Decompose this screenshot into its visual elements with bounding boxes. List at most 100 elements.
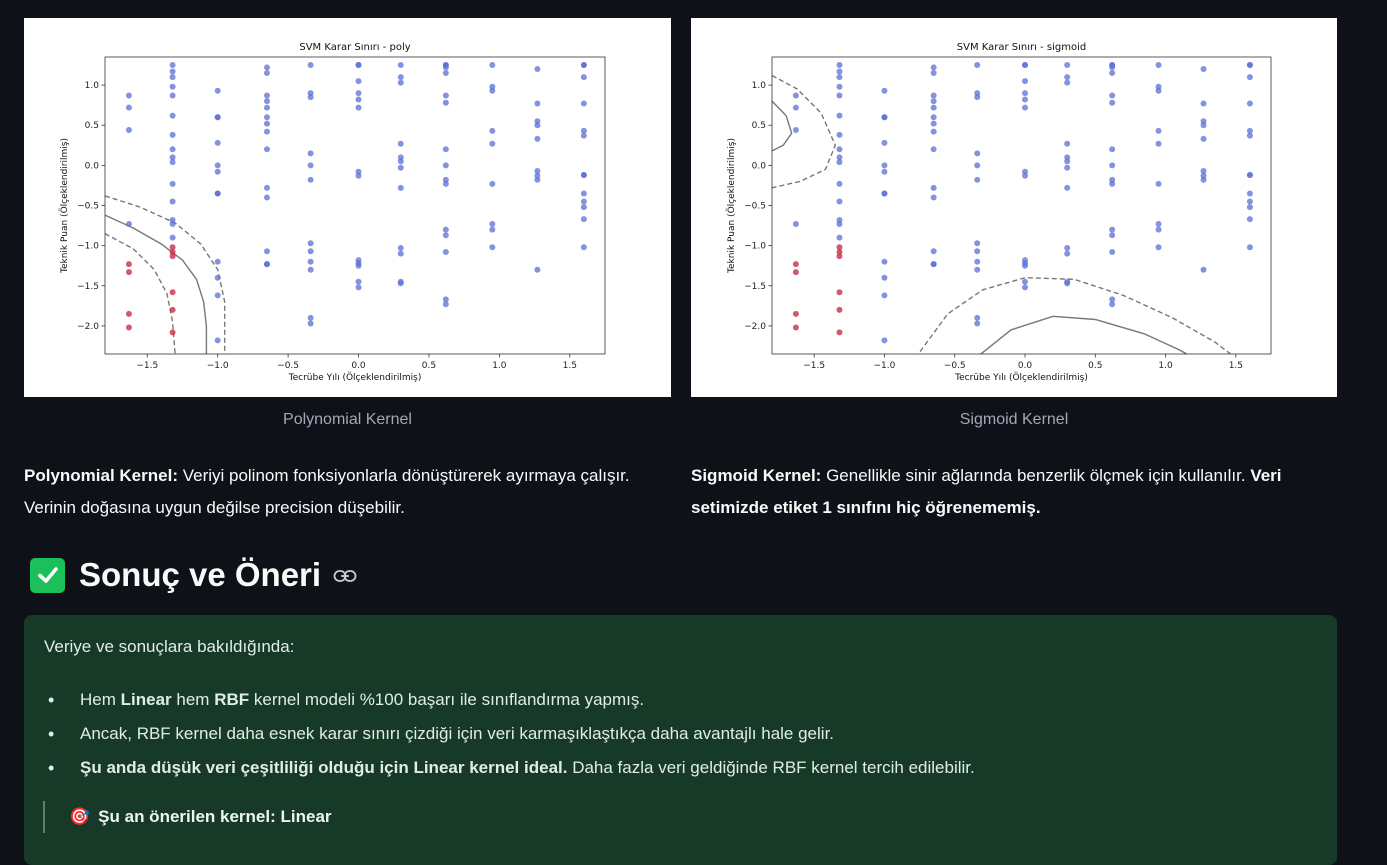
data-point-class-0 <box>881 258 888 265</box>
list-item-text: Ancak, RBF kernel daha esnek karar sınır… <box>80 724 835 743</box>
data-point-class-1 <box>836 306 843 313</box>
x-tick-label: −1.0 <box>207 361 229 371</box>
data-point-class-0 <box>1109 146 1116 153</box>
data-point-class-0 <box>263 128 270 135</box>
data-point-class-0 <box>1155 180 1162 187</box>
data-point-class-0 <box>125 220 132 227</box>
data-point-class-0 <box>214 337 221 344</box>
data-point-class-0 <box>397 158 404 165</box>
data-point-class-0 <box>836 159 843 166</box>
data-point-class-0 <box>1109 70 1116 77</box>
y-tick-label: 0.5 <box>752 121 766 131</box>
data-point-class-0 <box>1022 62 1029 69</box>
data-point-class-1 <box>792 261 799 268</box>
list-item-bold: Şu anda düşük veri çeşitliliği olduğu iç… <box>80 758 568 777</box>
list-item-bold: Linear <box>120 690 172 709</box>
data-point-class-0 <box>263 146 270 153</box>
data-point-class-0 <box>881 87 888 94</box>
list-item-text: kernel modeli %100 başarı ile sınıflandı… <box>249 690 645 709</box>
data-point-class-0 <box>307 62 314 69</box>
data-point-class-0 <box>169 92 176 99</box>
data-point-class-0 <box>263 104 270 111</box>
data-point-class-0 <box>1246 198 1253 205</box>
data-point-class-0 <box>263 194 270 201</box>
poly-description-bold: Polynomial Kernel: <box>24 466 178 485</box>
data-point-class-0 <box>442 64 449 71</box>
data-point-class-0 <box>307 266 314 273</box>
data-point-class-0 <box>1109 232 1116 239</box>
data-point-class-0 <box>930 98 937 105</box>
data-point-class-0 <box>307 94 314 101</box>
data-point-class-0 <box>442 232 449 239</box>
y-tick-label: 1.0 <box>752 81 767 91</box>
data-point-class-0 <box>1064 140 1071 147</box>
link-icon[interactable] <box>333 569 357 588</box>
data-point-class-1 <box>792 269 799 276</box>
data-point-class-0 <box>930 184 937 191</box>
data-point-class-0 <box>930 261 937 268</box>
sigmoid-description: Sigmoid Kernel: Genellikle sinir ağların… <box>691 460 1351 524</box>
data-point-class-0 <box>1200 100 1207 107</box>
data-point-class-0 <box>534 176 541 183</box>
data-point-class-0 <box>307 240 314 247</box>
data-point-class-0 <box>930 248 937 255</box>
data-point-class-0 <box>1200 122 1207 129</box>
success-panel: Veriye ve sonuçlara bakıldığında: • Hem … <box>24 615 1337 865</box>
data-point-class-0 <box>930 70 937 77</box>
data-point-class-0 <box>1246 74 1253 81</box>
data-point-class-0 <box>1022 96 1029 103</box>
data-point-class-0 <box>1200 167 1207 174</box>
y-axis-label: Teknik Puan (Ölçeklendirilmiş) <box>59 138 70 274</box>
data-point-class-0 <box>397 245 404 252</box>
data-point-class-0 <box>1246 62 1253 69</box>
data-point-class-0 <box>263 261 270 268</box>
data-point-class-0 <box>489 226 496 233</box>
x-tick-label: 0.5 <box>422 361 436 371</box>
data-point-class-0 <box>263 184 270 191</box>
data-point-class-0 <box>580 216 587 223</box>
plot-frame <box>771 56 1272 355</box>
scatter-points <box>792 62 1253 344</box>
data-point-class-0 <box>1064 164 1071 171</box>
data-point-class-0 <box>1155 62 1162 69</box>
data-point-class-0 <box>355 90 362 97</box>
data-point-class-0 <box>442 92 449 99</box>
list-item: • Ancak, RBF kernel daha esnek karar sın… <box>44 721 975 755</box>
data-point-class-0 <box>930 128 937 135</box>
data-point-class-0 <box>930 194 937 201</box>
data-point-class-0 <box>307 176 314 183</box>
x-tick-label: −0.5 <box>944 361 966 371</box>
data-point-class-0 <box>1200 266 1207 273</box>
data-point-class-0 <box>580 127 587 134</box>
data-point-class-0 <box>836 74 843 81</box>
data-point-class-0 <box>1109 249 1116 256</box>
data-point-class-0 <box>881 114 888 121</box>
recommendation-quote: 🎯 Şu an önerilen kernel: Linear <box>43 801 332 833</box>
data-point-class-0 <box>263 248 270 255</box>
data-point-class-0 <box>1200 176 1207 183</box>
bullet-icon: • <box>48 690 55 710</box>
data-point-class-0 <box>1109 64 1116 71</box>
data-point-class-0 <box>1246 127 1253 134</box>
data-point-class-0 <box>974 320 981 327</box>
data-point-class-0 <box>489 220 496 227</box>
data-point-class-0 <box>1109 99 1116 106</box>
section-heading: Sonuç ve Öneri <box>30 553 357 597</box>
data-point-class-0 <box>1109 92 1116 99</box>
data-point-class-0 <box>974 248 981 255</box>
data-point-class-0 <box>792 92 799 99</box>
data-point-class-0 <box>1246 244 1253 251</box>
data-point-class-0 <box>930 104 937 111</box>
data-point-class-0 <box>1022 284 1029 291</box>
data-point-class-0 <box>580 244 587 251</box>
sigmoid-description-text: Genellikle sinir ağlarında benzerlik ölç… <box>821 466 1251 485</box>
y-axis-label: Teknik Puan (Ölçeklendirilmiş) <box>726 138 737 274</box>
y-tick-label: −1.5 <box>744 282 766 292</box>
data-point-class-0 <box>580 62 587 69</box>
data-point-class-0 <box>1200 66 1207 73</box>
data-point-class-0 <box>930 64 937 71</box>
data-point-class-0 <box>169 131 176 138</box>
data-point-class-0 <box>214 190 221 197</box>
bullet-icon: • <box>48 724 55 744</box>
data-point-class-0 <box>263 64 270 71</box>
